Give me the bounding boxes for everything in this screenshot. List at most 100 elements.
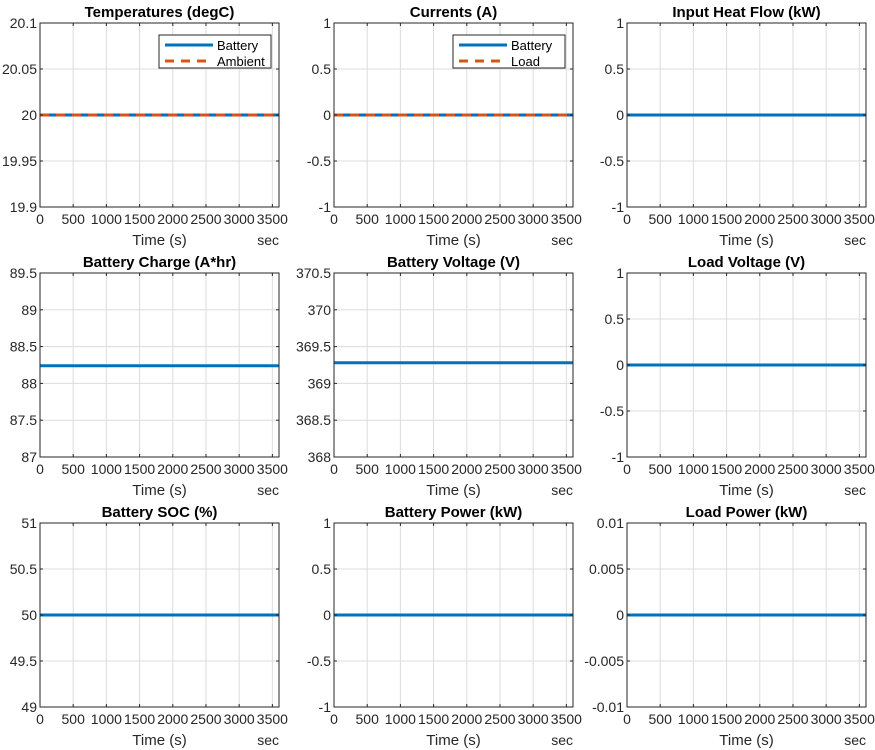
x-tick-label: 2500: [484, 711, 515, 727]
x-tick-label: 3000: [224, 461, 255, 477]
x-tick-label: 0: [623, 211, 631, 227]
y-tick-label: -0.01: [592, 699, 624, 715]
x-axis-unit: sec: [844, 482, 866, 498]
x-tick-label: 0: [36, 461, 44, 477]
x-tick-label: 2500: [777, 711, 808, 727]
subplot-title: Battery Power (kW): [385, 504, 523, 521]
y-tick-label: 89.5: [10, 265, 37, 281]
x-tick-label: 3500: [551, 211, 582, 227]
x-tick-label: 3000: [224, 711, 255, 727]
x-tick-label: 500: [62, 711, 86, 727]
y-tick-label: 0: [616, 357, 624, 373]
y-tick-label: -0.5: [600, 153, 624, 169]
x-tick-label: 2000: [157, 211, 188, 227]
y-tick-label: 89: [21, 302, 37, 318]
legend-label: Load: [511, 54, 540, 69]
y-tick-label: -1: [319, 699, 332, 715]
x-tick-label: 3000: [224, 211, 255, 227]
subplot: 0 500 1000 1500 2000 2500 3000 3500 49 49.5 50 50.5…: [10, 504, 288, 749]
y-tick-label: -0.005: [584, 653, 624, 669]
x-tick-label: 0: [330, 211, 338, 227]
x-tick-label: 1500: [711, 211, 742, 227]
y-tick-label: 51: [21, 515, 37, 531]
x-tick-label: 1000: [91, 711, 122, 727]
x-tick-label: 1000: [91, 461, 122, 477]
x-tick-label: 3500: [551, 711, 582, 727]
y-tick-label: 0.5: [312, 61, 332, 77]
subplot: 0 500 1000 1500 2000 2500 3000 3500 87 87.5 88 88.5…: [10, 254, 288, 499]
subplot-title: Currents (A): [410, 4, 498, 21]
x-axis-label: Time (s): [426, 482, 480, 499]
legend-box: [158, 34, 272, 69]
x-tick-label: 3000: [811, 461, 842, 477]
y-tick-label: 1: [323, 515, 331, 531]
x-tick-label: 0: [330, 461, 338, 477]
x-tick-label: 0: [623, 711, 631, 727]
x-tick-label: 2000: [744, 711, 775, 727]
subplot-title: Temperatures (degC): [85, 4, 235, 21]
x-tick-label: 500: [649, 461, 673, 477]
x-axis-label: Time (s): [426, 732, 480, 749]
y-tick-label: 1: [616, 265, 624, 281]
y-tick-label: 87: [21, 449, 37, 465]
subplot-title: Input Heat Flow (kW): [672, 4, 820, 21]
y-tick-label: 50: [21, 607, 37, 623]
y-tick-label: 87.5: [10, 412, 37, 428]
y-tick-label: 20: [21, 107, 37, 123]
y-tick-label: 20.05: [2, 61, 37, 77]
y-tick-label: 370.5: [296, 265, 331, 281]
x-tick-label: 2500: [484, 461, 515, 477]
x-axis-unit: sec: [551, 482, 573, 498]
x-axis-label: Time (s): [719, 232, 773, 249]
y-tick-label: -1: [612, 449, 625, 465]
x-tick-label: 1000: [385, 711, 416, 727]
x-axis-unit: sec: [257, 732, 279, 748]
y-tick-label: 0.5: [312, 561, 332, 577]
x-axis-unit: sec: [844, 732, 866, 748]
x-axis-label: Time (s): [719, 482, 773, 499]
y-tick-label: 88.5: [10, 339, 37, 355]
y-tick-label: 88: [21, 375, 37, 391]
x-tick-label: 1500: [124, 711, 155, 727]
subplot-title: Load Voltage (V): [688, 254, 805, 271]
y-tick-label: 368.5: [296, 412, 331, 428]
x-tick-label: 2500: [777, 211, 808, 227]
x-tick-label: 1500: [124, 461, 155, 477]
x-tick-label: 2500: [190, 211, 221, 227]
y-tick-label: 0: [616, 107, 624, 123]
x-tick-label: 0: [623, 461, 631, 477]
y-tick-label: 19.95: [2, 153, 37, 169]
legend-label: Ambient: [217, 54, 265, 69]
x-tick-label: 3000: [518, 211, 549, 227]
x-tick-label: 3500: [844, 711, 875, 727]
y-tick-label: 0.5: [605, 311, 625, 327]
x-tick-label: 1500: [418, 711, 449, 727]
x-axis-label: Time (s): [426, 232, 480, 249]
subplot: 0 500 1000 1500 2000 2500 3000 3500 -1 -0.5 0 0.5 1 L…: [600, 254, 875, 499]
subplot: 0 500 1000 1500 2000 2500 3000 3500 -1 -0.5 0 0.5 1 C…: [307, 4, 582, 249]
x-tick-label: 2000: [451, 211, 482, 227]
y-tick-label: -1: [319, 199, 332, 215]
subplot: 0 500 1000 1500 2000 2500 3000 3500 -1 -0.5 0 0.5 1 I…: [600, 4, 875, 249]
y-tick-label: -0.5: [600, 403, 624, 419]
x-tick-label: 2000: [157, 461, 188, 477]
y-tick-label: 0: [616, 607, 624, 623]
x-tick-label: 3500: [257, 461, 288, 477]
x-tick-label: 2000: [451, 711, 482, 727]
x-tick-label: 500: [649, 211, 673, 227]
y-tick-label: -0.5: [307, 153, 331, 169]
x-tick-label: 3500: [551, 461, 582, 477]
y-tick-label: 49: [21, 699, 37, 715]
axes-box: [333, 272, 574, 458]
y-tick-label: 370: [308, 302, 332, 318]
x-tick-label: 3000: [518, 461, 549, 477]
x-tick-label: 2500: [777, 461, 808, 477]
x-tick-label: 0: [330, 711, 338, 727]
y-tick-label: 1: [323, 15, 331, 31]
x-tick-label: 1000: [678, 211, 709, 227]
x-tick-label: 2000: [157, 711, 188, 727]
y-tick-label: 49.5: [10, 653, 37, 669]
subplot-title: Battery SOC (%): [102, 504, 218, 521]
